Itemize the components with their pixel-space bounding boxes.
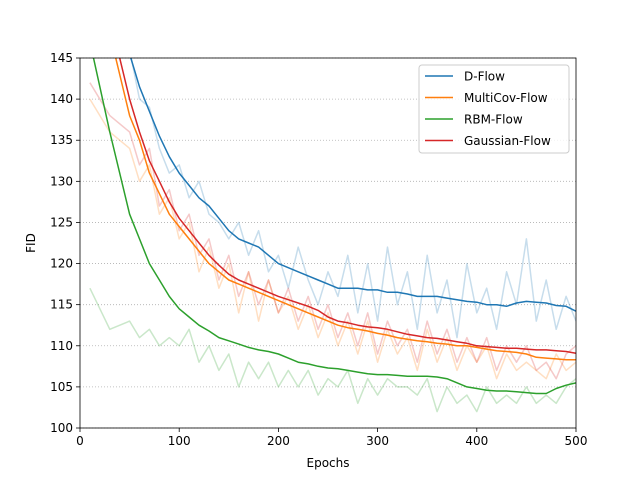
x-tick-label: 100 bbox=[168, 434, 191, 448]
x-tick-label: 300 bbox=[366, 434, 389, 448]
y-tick-label: 125 bbox=[50, 215, 73, 229]
y-tick-label: 120 bbox=[50, 257, 73, 271]
series-raw-rbm-flow bbox=[89, 287, 576, 413]
series-line-rbm-flow bbox=[92, 58, 576, 395]
legend: D-Flow MultiCov-Flow RBM-Flow Gaussian-Flow bbox=[418, 64, 570, 154]
smoothed-series-layer bbox=[92, 58, 576, 395]
y-tick-label: 100 bbox=[50, 421, 73, 435]
y-tick-label: 115 bbox=[50, 298, 73, 312]
y-tick-label: 105 bbox=[50, 380, 73, 394]
y-axis-label: FID bbox=[24, 233, 38, 253]
legend-label-d-flow: D-Flow bbox=[464, 70, 505, 84]
series-line-gaussian-flow bbox=[118, 58, 576, 354]
y-tick-label: 140 bbox=[50, 92, 73, 106]
series-line-d-flow bbox=[130, 58, 576, 312]
y-tick-label: 110 bbox=[50, 339, 73, 353]
series-raw-d-flow bbox=[130, 58, 576, 339]
x-axis-ticks: 0 100 200 300 400 500 bbox=[76, 428, 587, 448]
y-tick-label: 135 bbox=[50, 133, 73, 147]
y-tick-label: 145 bbox=[50, 51, 73, 65]
series-raw-multicov-flow bbox=[89, 98, 576, 380]
legend-box bbox=[418, 64, 570, 154]
raw-series-layer bbox=[89, 58, 576, 413]
series-line-multicov-flow bbox=[114, 58, 576, 361]
y-axis-ticks: 100 105 110 115 120 125 130 135 140 145 bbox=[50, 51, 80, 435]
x-tick-label: 200 bbox=[267, 434, 290, 448]
legend-label-multicov-flow: MultiCov-Flow bbox=[464, 91, 548, 105]
x-axis-label: Epochs bbox=[307, 456, 350, 470]
series-raw-gaussian-flow bbox=[89, 82, 576, 380]
x-tick-label: 500 bbox=[565, 434, 588, 448]
legend-label-rbm-flow: RBM-Flow bbox=[464, 113, 523, 127]
x-tick-label: 400 bbox=[465, 434, 488, 448]
x-tick-label: 0 bbox=[76, 434, 84, 448]
plot-frame bbox=[79, 57, 577, 429]
legend-label-gaussian-flow: Gaussian-Flow bbox=[464, 134, 551, 148]
y-tick-label: 130 bbox=[50, 174, 73, 188]
